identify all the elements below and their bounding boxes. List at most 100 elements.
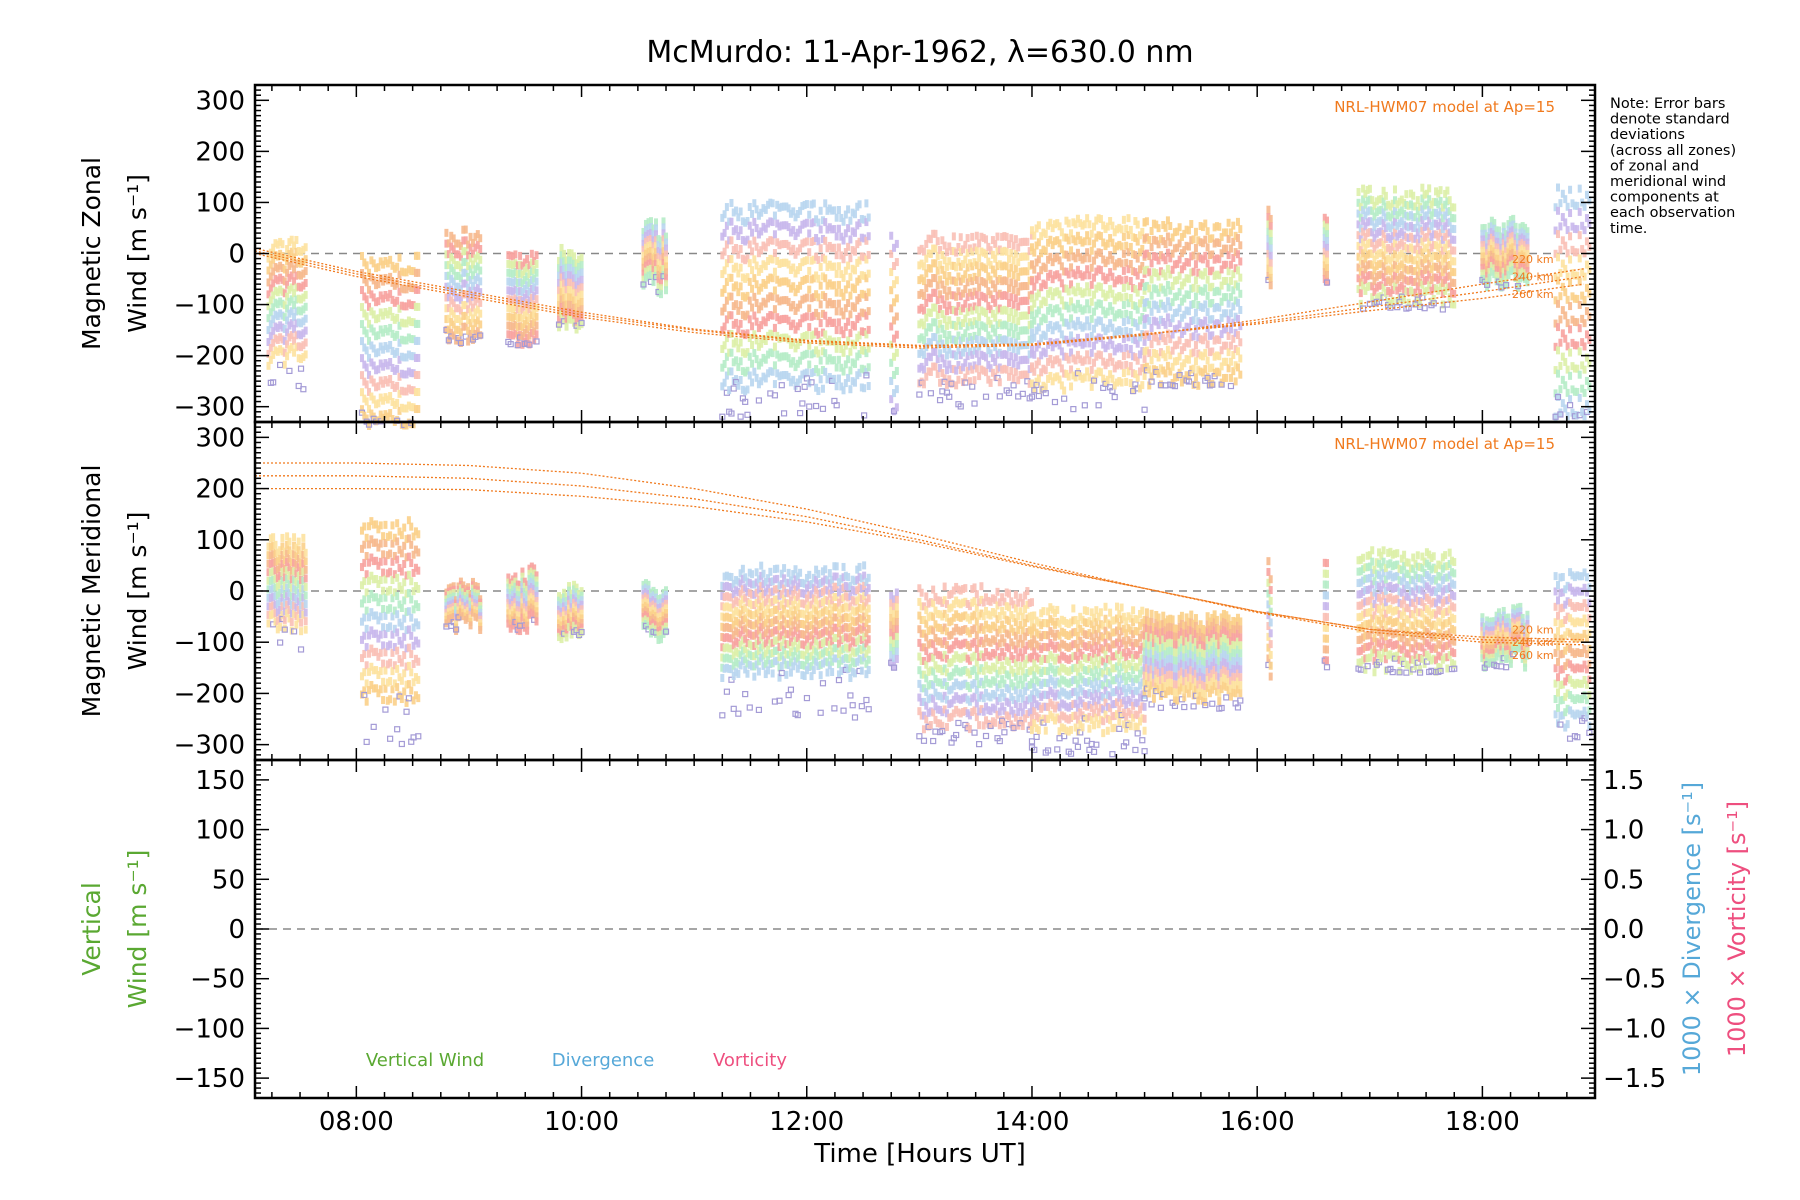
wind-sample	[1361, 195, 1366, 204]
wind-sample	[572, 289, 577, 298]
wind-sample	[786, 354, 791, 363]
wind-sample	[1496, 254, 1501, 263]
wind-sample	[1395, 200, 1400, 209]
wind-sample	[827, 373, 832, 382]
wind-sample	[1089, 263, 1094, 272]
wind-sample	[383, 376, 388, 385]
wind-sample	[1224, 276, 1229, 285]
wind-sample	[559, 273, 564, 282]
wind-sample	[1219, 313, 1224, 322]
wind-sample	[921, 277, 926, 286]
wind-sample	[1438, 186, 1443, 195]
outlier-point	[812, 402, 820, 410]
wind-sample	[1399, 238, 1404, 247]
wind-sample	[406, 661, 411, 670]
wind-sample	[292, 584, 297, 593]
wind-sample	[390, 397, 395, 406]
wind-sample	[529, 567, 534, 576]
wind-sample	[793, 269, 798, 278]
wind-sample	[1096, 248, 1101, 257]
wind-sample	[738, 338, 743, 347]
wind-sample	[1029, 226, 1034, 235]
wind-sample	[513, 303, 518, 312]
wind-sample	[779, 240, 784, 249]
wind-sample	[855, 296, 860, 305]
wind-sample	[1156, 353, 1161, 362]
wind-sample	[820, 272, 825, 281]
wind-sample	[843, 229, 848, 238]
wind-sample	[1034, 326, 1039, 335]
wind-sample	[1520, 267, 1525, 276]
wind-sample	[364, 346, 369, 355]
wind-sample	[1059, 296, 1064, 305]
wind-sample	[1094, 301, 1099, 310]
wind-sample	[1144, 265, 1149, 274]
wind-sample	[1080, 306, 1085, 315]
wind-sample	[938, 334, 943, 343]
wind-sample	[451, 613, 456, 622]
wind-sample	[446, 271, 451, 280]
wind-sample	[378, 359, 383, 368]
wind-sample	[518, 627, 523, 636]
wind-sample	[1518, 268, 1523, 277]
wind-sample	[818, 319, 823, 328]
wind-sample	[852, 303, 857, 312]
wind-sample	[1445, 272, 1450, 281]
wind-sample	[777, 316, 782, 325]
wind-sample	[859, 214, 864, 223]
wind-sample	[1052, 237, 1057, 246]
wind-sample	[850, 302, 855, 311]
wind-sample	[759, 339, 764, 348]
wind-sample	[1415, 239, 1420, 248]
wind-sample	[1002, 246, 1007, 255]
wind-sample	[1073, 322, 1078, 331]
wind-sample	[385, 395, 390, 404]
wind-sample	[1048, 269, 1053, 278]
wind-sample	[529, 572, 534, 581]
wind-sample	[763, 205, 768, 214]
wind-sample	[1043, 230, 1048, 239]
wind-sample	[1080, 255, 1085, 264]
wind-sample	[768, 198, 773, 207]
wind-sample	[294, 603, 299, 612]
wind-sample	[1379, 227, 1384, 236]
wind-sample	[1193, 227, 1198, 236]
wind-sample	[1501, 267, 1506, 276]
wind-sample	[301, 585, 306, 594]
wind-sample	[1429, 286, 1434, 295]
wind-sample	[280, 240, 285, 249]
wind-sample	[947, 345, 952, 354]
wind-sample	[534, 612, 539, 621]
wind-sample	[1170, 362, 1175, 371]
wind-sample	[515, 600, 520, 609]
wind-sample	[1381, 197, 1386, 206]
wind-sample	[745, 235, 750, 244]
wind-sample	[266, 349, 271, 358]
wind-sample	[1212, 304, 1217, 313]
wind-sample	[1137, 316, 1142, 325]
wind-sample	[395, 519, 400, 528]
wind-sample	[529, 583, 534, 592]
wind-sample	[722, 228, 727, 237]
wind-sample	[402, 353, 407, 362]
wind-sample	[1043, 264, 1048, 273]
wind-sample	[720, 251, 725, 260]
wind-sample	[508, 614, 513, 623]
outlier-point	[1503, 281, 1510, 289]
wind-sample	[413, 353, 418, 362]
wind-sample	[359, 371, 364, 380]
wind-sample	[1392, 271, 1397, 280]
wind-sample	[478, 266, 483, 275]
wind-sample	[413, 251, 418, 260]
wind-sample	[534, 617, 539, 626]
wind-sample	[1177, 287, 1182, 296]
wind-sample	[388, 585, 393, 594]
wind-sample	[963, 329, 968, 338]
wind-sample	[1032, 248, 1037, 257]
wind-sample	[1370, 196, 1375, 205]
wind-sample	[449, 264, 454, 273]
wind-sample	[1499, 249, 1504, 258]
wind-sample	[889, 395, 894, 404]
wind-sample	[1431, 230, 1436, 239]
wind-sample	[1006, 254, 1011, 263]
